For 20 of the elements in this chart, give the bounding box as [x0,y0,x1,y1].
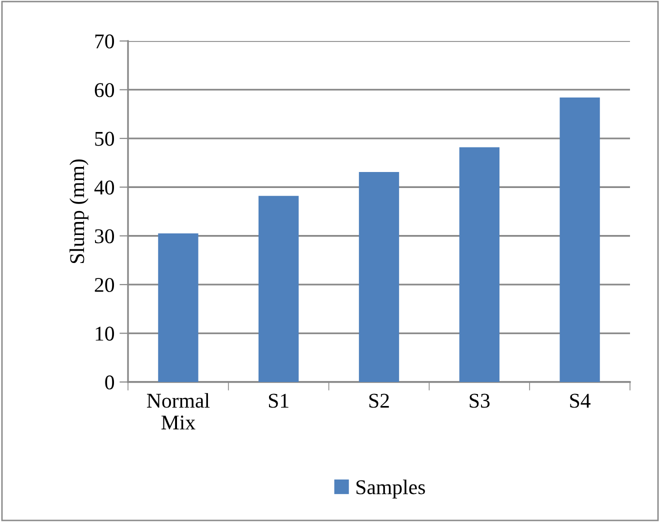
x-tick-label: S4 [570,394,590,408]
bar [358,172,400,382]
y-tick-label: 50 [95,132,114,146]
legend-label: Samples [356,480,425,499]
bar [560,98,600,382]
y-tick-label: 60 [94,83,114,98]
x-tick-label: S1 [268,394,288,408]
y-axis-title: Slump (mm) [70,159,88,264]
y-tick-label: 20 [94,278,114,292]
y-tick-label: 40 [94,180,114,195]
x-tick-label: S2 [369,394,389,408]
bar [158,233,198,382]
y-tick-label: 0 [105,375,114,390]
x-tick-label: S3 [470,394,490,408]
y-tick-label: 70 [95,34,114,48]
bar [459,147,500,382]
bar [258,196,299,382]
x-tick-label: Normal Mix [146,393,210,430]
y-tick-label: 10 [96,326,114,341]
y-tick-label: 30 [94,229,114,244]
